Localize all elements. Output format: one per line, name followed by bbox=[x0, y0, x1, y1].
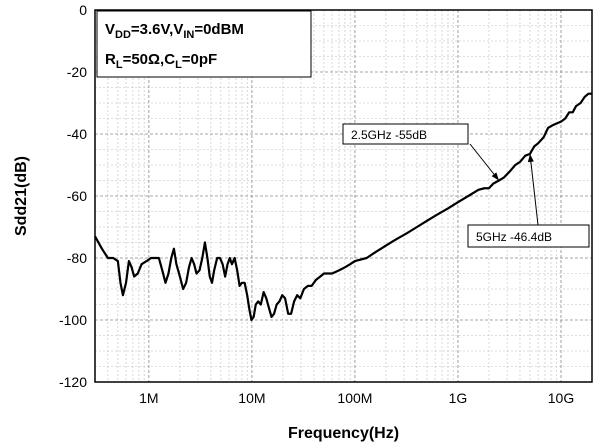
annotation-box-2p5ghz bbox=[342, 123, 469, 145]
annotation-5ghz: 5GHz -46.4dB bbox=[476, 230, 552, 244]
x-tick-label: 1G bbox=[449, 390, 468, 406]
series-line bbox=[94, 92, 592, 322]
x-tick-labels: 1M 10M 100M 1G 10G bbox=[139, 390, 574, 406]
y-tick-label: -100 bbox=[59, 312, 87, 328]
x-tick-label: 10G bbox=[548, 390, 574, 406]
y-tick-labels: 0 -20 -40 -60 -80 -100 -120 bbox=[59, 2, 87, 390]
y-axis-title: Sdd21(dB) bbox=[13, 156, 30, 236]
y-tick-label: -40 bbox=[67, 126, 87, 142]
annotation-arrow-5ghz bbox=[529, 153, 539, 226]
x-axis-title: Frequency(Hz) bbox=[288, 425, 399, 442]
conditions-line-2: RL=50Ω,CL=0pF bbox=[105, 51, 217, 71]
annotation-arrowhead-5ghz bbox=[527, 153, 534, 163]
conditions-line-1: VDD=3.6V,VIN=0dBM bbox=[105, 21, 244, 41]
conditions-box-frame bbox=[96, 10, 312, 78]
annotation-box-5ghz bbox=[467, 224, 590, 248]
y-tick-label: 0 bbox=[79, 2, 87, 18]
annotation-2p5ghz: 2.5GHz -55dB bbox=[351, 128, 427, 142]
series-layer bbox=[94, 92, 592, 322]
y-tick-label: -80 bbox=[67, 250, 87, 266]
x-tick-label: 1M bbox=[139, 390, 158, 406]
conditions-box: VDD=3.6V,VIN=0dBM RL=50Ω,CL=0pF bbox=[96, 10, 312, 78]
annotations: 2.5GHz -55dB 5GHz -46.4dB bbox=[342, 123, 590, 248]
y-tick-label: -20 bbox=[67, 64, 87, 80]
annotation-arrowhead-2p5ghz bbox=[491, 172, 499, 181]
x-tick-label: 10M bbox=[238, 390, 265, 406]
y-tick-label: -120 bbox=[59, 374, 87, 390]
plot-area bbox=[94, 9, 593, 383]
x-tick-label: 100M bbox=[337, 390, 372, 406]
y-tick-label: -60 bbox=[67, 188, 87, 204]
